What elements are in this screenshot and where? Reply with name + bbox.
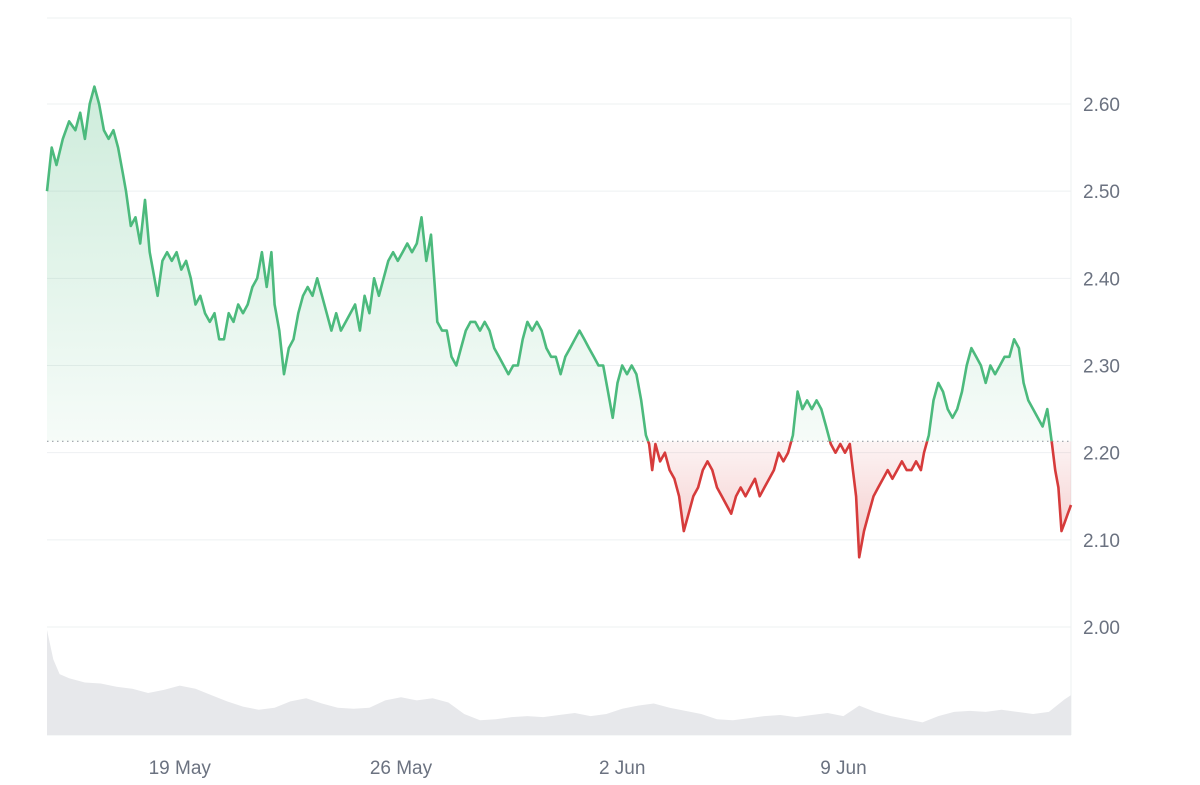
x-tick-label: 26 May [370, 758, 433, 779]
price-area-below-baseline [648, 441, 1071, 558]
price-line-up [45, 85, 1053, 442]
y-tick-label: 2.30 [1083, 357, 1120, 378]
x-axis: 19 May 26 May 2 Jun 9 Jun [149, 758, 867, 779]
price-line [45, 85, 1073, 559]
volume-area [47, 630, 1071, 735]
y-tick-label: 2.50 [1083, 182, 1120, 203]
price-fill [47, 86, 1071, 558]
price-area-above-baseline [47, 86, 1071, 442]
price-line-down [646, 441, 1073, 559]
y-tick-label: 2.40 [1083, 269, 1120, 290]
y-tick-label: 2.00 [1083, 618, 1120, 639]
volume-shape [47, 630, 1071, 735]
y-tick-label: 2.60 [1083, 95, 1120, 116]
x-tick-label: 19 May [149, 758, 212, 779]
y-axis: 2.00 2.10 2.20 2.30 2.40 2.50 2.60 [1083, 95, 1120, 639]
x-tick-label: 2 Jun [599, 758, 645, 779]
y-tick-label: 2.10 [1083, 531, 1120, 552]
y-tick-label: 2.20 [1083, 444, 1120, 465]
x-tick-label: 9 Jun [820, 758, 866, 779]
